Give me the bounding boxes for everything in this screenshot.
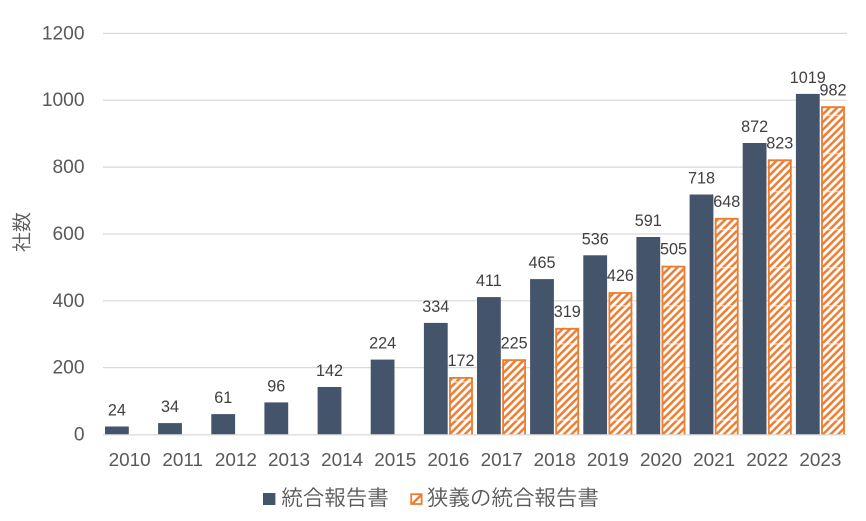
svg-text:2013: 2013 — [268, 450, 310, 471]
svg-text:200: 200 — [52, 358, 84, 379]
svg-text:505: 505 — [660, 241, 687, 259]
svg-text:536: 536 — [582, 230, 609, 248]
svg-text:2010: 2010 — [109, 450, 151, 471]
svg-text:872: 872 — [741, 118, 768, 136]
svg-text:2014: 2014 — [321, 450, 363, 471]
svg-text:591: 591 — [635, 212, 662, 230]
svg-text:61: 61 — [214, 389, 232, 407]
svg-text:0: 0 — [74, 425, 85, 446]
svg-text:172: 172 — [447, 352, 474, 370]
svg-text:411: 411 — [476, 272, 502, 290]
svg-text:1019: 1019 — [790, 69, 826, 87]
svg-text:648: 648 — [713, 193, 740, 211]
svg-text:2018: 2018 — [534, 450, 576, 471]
svg-text:465: 465 — [528, 254, 555, 272]
svg-text:34: 34 — [161, 398, 179, 416]
svg-text:142: 142 — [316, 362, 343, 380]
svg-text:319: 319 — [554, 303, 581, 321]
svg-text:982: 982 — [819, 81, 846, 99]
svg-text:2023: 2023 — [799, 450, 841, 471]
svg-text:400: 400 — [52, 291, 84, 312]
svg-text:334: 334 — [422, 298, 449, 316]
svg-text:1200: 1200 — [42, 23, 85, 44]
svg-text:1000: 1000 — [42, 90, 85, 111]
svg-text:2016: 2016 — [427, 450, 469, 471]
svg-text:600: 600 — [52, 224, 84, 245]
svg-text:2021: 2021 — [693, 450, 735, 471]
svg-text:426: 426 — [607, 267, 634, 285]
svg-text:2017: 2017 — [481, 450, 523, 471]
svg-text:2012: 2012 — [215, 450, 257, 471]
svg-text:2019: 2019 — [587, 450, 629, 471]
svg-text:24: 24 — [108, 402, 126, 420]
svg-text:225: 225 — [501, 334, 528, 352]
svg-text:2011: 2011 — [162, 450, 203, 471]
svg-text:823: 823 — [766, 134, 793, 152]
svg-text:224: 224 — [369, 335, 396, 353]
svg-text:718: 718 — [688, 170, 715, 188]
svg-text:2020: 2020 — [640, 450, 682, 471]
svg-text:2022: 2022 — [746, 450, 788, 471]
svg-text:96: 96 — [267, 377, 285, 395]
svg-text:2015: 2015 — [374, 450, 416, 471]
svg-text:800: 800 — [52, 157, 84, 178]
